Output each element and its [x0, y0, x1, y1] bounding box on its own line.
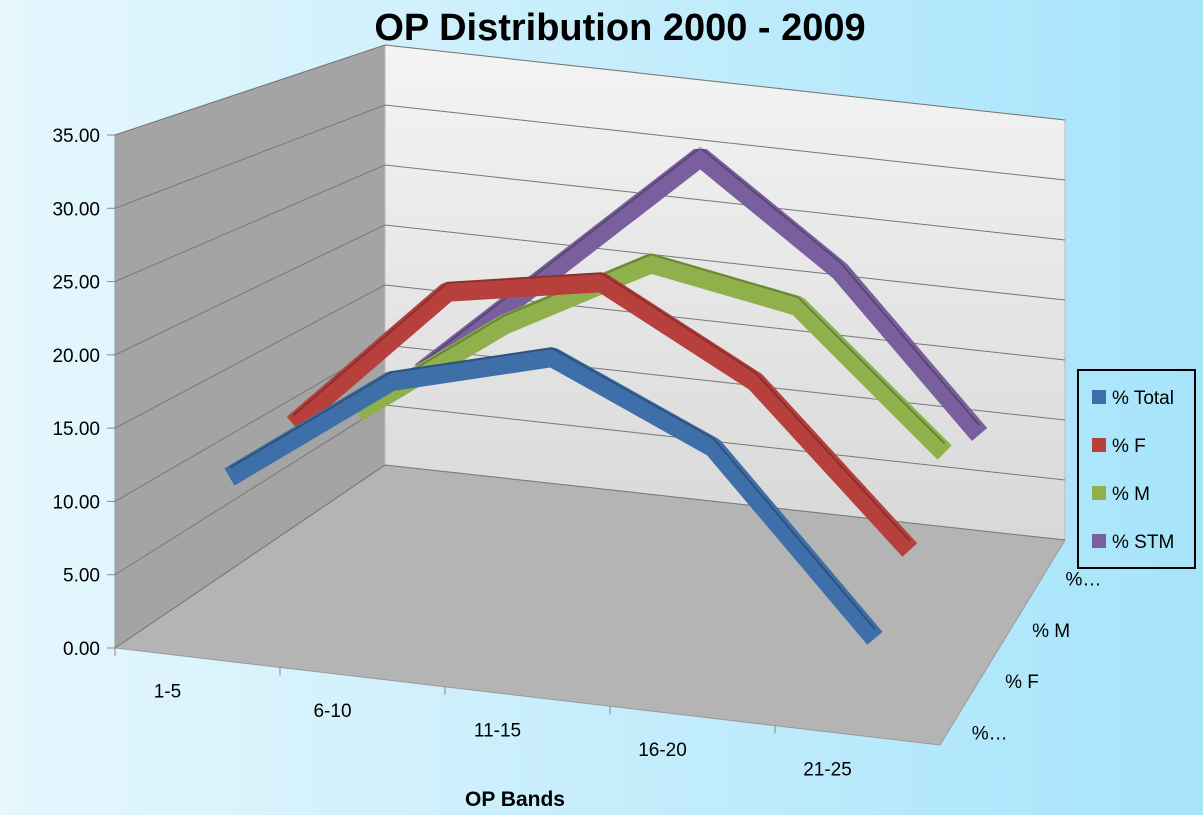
series-ribbon [414, 148, 988, 442]
grid-line [114, 464, 1066, 649]
y-tick-label: 25.00 [52, 273, 100, 294]
grid-line [114, 44, 1066, 136]
y-tick-label: 0.00 [63, 639, 100, 660]
legend-label: % M [1112, 484, 1150, 505]
depth-label: % F [1005, 672, 1039, 693]
x-tick-label: 16-20 [638, 740, 687, 761]
grid-line [114, 104, 1066, 209]
y-tick-label: 15.00 [52, 419, 100, 440]
x-tick-label: 6-10 [313, 701, 351, 722]
depth-label: %… [1065, 570, 1101, 591]
grid-line [114, 164, 1066, 283]
legend-swatch [1092, 438, 1106, 452]
legend-swatch [1092, 534, 1106, 548]
depth-label: %… [972, 723, 1008, 744]
series-edge [228, 347, 876, 630]
legend-label: % Total [1112, 388, 1174, 409]
plot-area [107, 44, 1066, 746]
legend-label: % STM [1112, 532, 1174, 553]
x-tick-label: 11-15 [474, 721, 521, 742]
chart-title: OP Distribution 2000 - 2009 [374, 7, 865, 49]
x-axis-title: OP Bands [465, 788, 565, 811]
y-tick-label: 35.00 [52, 126, 100, 147]
legend-label: % F [1112, 436, 1146, 457]
series-ribbon [352, 253, 952, 460]
legend-box [1077, 369, 1196, 569]
series-edge [356, 253, 946, 445]
y-tick-label: 30.00 [52, 199, 100, 220]
series-ribbon [224, 347, 883, 645]
x-tick-label: 1-5 [154, 682, 181, 703]
y-tick-label: 10.00 [52, 492, 100, 513]
legend-swatch [1092, 390, 1106, 404]
x-tick-label: 21-25 [803, 759, 852, 780]
y-tick-label: 20.00 [52, 346, 100, 367]
series-ribbon [286, 272, 918, 557]
y-tick-label: 5.00 [63, 566, 100, 587]
series-edge [292, 272, 911, 542]
depth-label: % M [1032, 621, 1070, 642]
legend-swatch [1092, 486, 1106, 500]
